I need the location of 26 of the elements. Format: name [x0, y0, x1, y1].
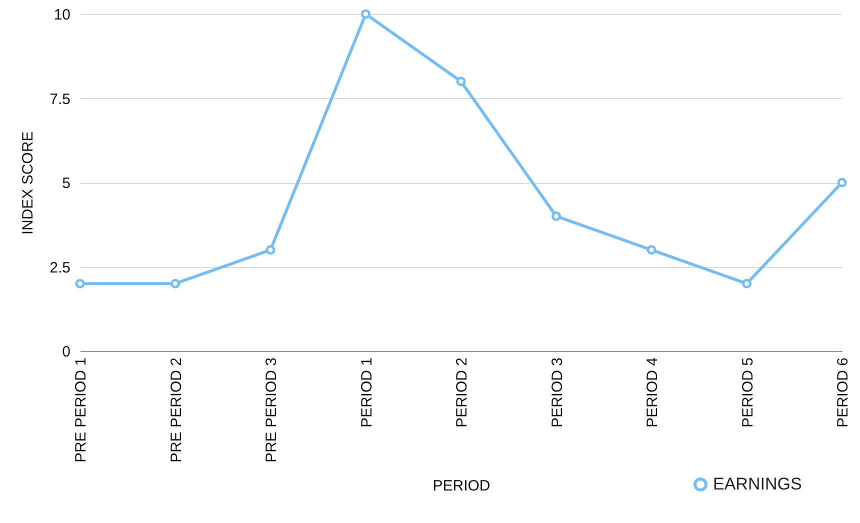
- x-tick-label: PERIOD 2: [454, 358, 470, 428]
- point: [646, 245, 656, 255]
- y-tick-label: 2.5: [50, 259, 70, 276]
- x-tick-label: PRE PERIOD 3: [263, 358, 280, 463]
- x-tick-label: PERIOD 5: [739, 358, 756, 428]
- legend-label: EARNINGS: [713, 474, 802, 494]
- y-tick-label: 10: [54, 6, 70, 24]
- point: [742, 278, 752, 288]
- point: [75, 278, 85, 288]
- point: [360, 9, 371, 19]
- y-tick-label: 7.5: [50, 90, 70, 108]
- x-tick-label: PERIOD 1: [358, 358, 376, 428]
- x-tick-label: PERIOD 6: [834, 358, 852, 428]
- x-tick-label: PRE PERIOD 1: [72, 358, 90, 463]
- point: [266, 245, 276, 255]
- point: [456, 76, 466, 86]
- x-axis-title: PERIOD: [432, 478, 490, 495]
- y-axis-title: INDEX SCORE: [20, 131, 37, 235]
- y-tick-label: 0: [62, 344, 70, 360]
- x-tick-label: PERIOD 3: [548, 358, 566, 428]
- x-tick-label: PRE PERIOD 2: [168, 358, 185, 463]
- point: [837, 178, 847, 188]
- point: [551, 211, 562, 221]
- y-tick-label: 5: [62, 175, 70, 192]
- point: [170, 278, 180, 288]
- x-tick-label: PERIOD 4: [644, 358, 661, 428]
